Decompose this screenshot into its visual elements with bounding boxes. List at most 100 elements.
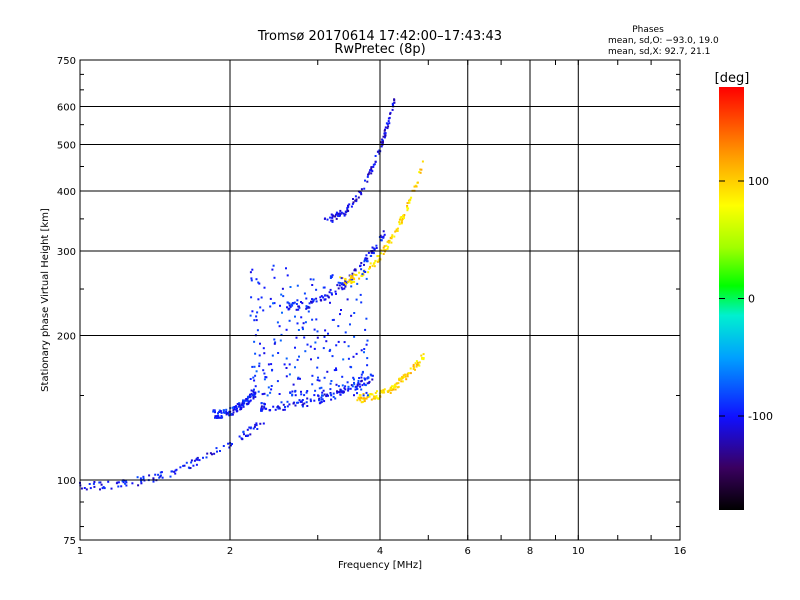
echo-point xyxy=(337,325,340,328)
echo-point xyxy=(344,213,347,216)
echo-point xyxy=(253,340,256,343)
echo-point xyxy=(251,268,254,271)
echo-point xyxy=(343,387,346,390)
echo-point xyxy=(406,373,409,376)
echo-point xyxy=(311,298,313,301)
echo-point xyxy=(383,391,386,394)
echo-point xyxy=(261,408,264,411)
echo-point xyxy=(292,402,295,405)
echo-point xyxy=(327,296,330,299)
echo-point xyxy=(347,345,350,348)
echo-point xyxy=(277,407,280,410)
echo-point xyxy=(255,424,258,427)
echo-point xyxy=(182,464,185,467)
echo-point xyxy=(206,452,209,455)
echo-point xyxy=(383,129,386,132)
echo-point xyxy=(175,468,178,471)
echo-point xyxy=(353,335,356,338)
echo-point xyxy=(344,280,347,283)
echo-point xyxy=(367,251,370,254)
echo-point xyxy=(372,165,375,168)
echo-point xyxy=(217,415,220,418)
echo-point xyxy=(238,435,241,438)
echo-point xyxy=(375,396,378,399)
echo-point xyxy=(233,406,236,409)
echo-point xyxy=(350,314,353,317)
echo-point xyxy=(228,414,231,417)
echo-point xyxy=(139,477,142,480)
echo-point xyxy=(352,273,355,276)
echo-point xyxy=(320,295,323,298)
echo-point xyxy=(352,376,355,379)
echo-point xyxy=(360,396,363,399)
echo-point xyxy=(260,406,263,409)
x-tick-label: 4 xyxy=(377,546,383,557)
echo-point xyxy=(262,309,265,312)
echo-point xyxy=(356,388,359,390)
echo-point xyxy=(312,299,315,302)
echo-point xyxy=(314,341,317,344)
echo-point xyxy=(361,273,364,276)
echo-point xyxy=(315,300,318,303)
phase-stats-title: Phases xyxy=(632,25,664,35)
echo-point xyxy=(365,317,368,320)
echo-point xyxy=(255,370,258,373)
echo-point xyxy=(272,264,275,267)
echo-point xyxy=(341,375,344,378)
echo-point xyxy=(294,346,296,349)
echo-point xyxy=(341,288,344,291)
echo-point xyxy=(378,152,381,155)
echo-point xyxy=(336,212,339,215)
echo-point xyxy=(344,388,347,391)
echo-point xyxy=(335,367,337,370)
echo-point xyxy=(323,294,326,297)
echo-point xyxy=(370,172,373,175)
echo-point xyxy=(313,399,316,402)
echo-point xyxy=(324,329,327,332)
echo-point xyxy=(363,260,366,263)
echo-point xyxy=(376,255,379,258)
echo-point xyxy=(319,299,322,301)
echo-point xyxy=(282,295,285,298)
echo-point xyxy=(367,271,370,274)
x-tick-label: 8 xyxy=(527,546,533,557)
echo-point xyxy=(301,326,304,329)
echo-point xyxy=(366,395,369,398)
echo-point xyxy=(366,364,369,367)
echo-point xyxy=(355,386,358,389)
echo-point xyxy=(250,279,253,282)
echo-point xyxy=(243,402,246,405)
echo-point xyxy=(169,475,172,478)
echo-point xyxy=(361,400,364,403)
echo-point xyxy=(225,413,228,416)
echo-point xyxy=(395,382,398,385)
x-tick-label: 16 xyxy=(674,546,687,557)
echo-point xyxy=(380,145,383,148)
grid-lines xyxy=(80,60,680,540)
echo-point xyxy=(282,403,285,406)
echo-point xyxy=(348,280,351,283)
echo-point xyxy=(238,404,241,406)
echo-point xyxy=(375,395,378,397)
echo-point xyxy=(414,368,416,371)
echo-point xyxy=(291,304,294,307)
echo-point xyxy=(358,394,361,396)
echo-point xyxy=(370,166,373,169)
echo-point xyxy=(340,309,342,311)
echo-point xyxy=(415,185,418,188)
echo-point xyxy=(280,401,283,404)
echo-point xyxy=(364,328,367,331)
echo-point xyxy=(294,366,296,369)
echo-point xyxy=(239,405,242,408)
echo-point xyxy=(398,379,401,382)
echo-point xyxy=(409,367,412,370)
echo-point xyxy=(259,306,262,309)
echo-point xyxy=(292,383,295,386)
echo-point xyxy=(406,375,409,378)
echo-point xyxy=(416,181,419,184)
echo-point xyxy=(258,282,261,285)
echo-point xyxy=(382,391,384,394)
echo-point xyxy=(258,362,261,365)
echo-point xyxy=(369,373,372,376)
echo-point xyxy=(323,286,326,289)
